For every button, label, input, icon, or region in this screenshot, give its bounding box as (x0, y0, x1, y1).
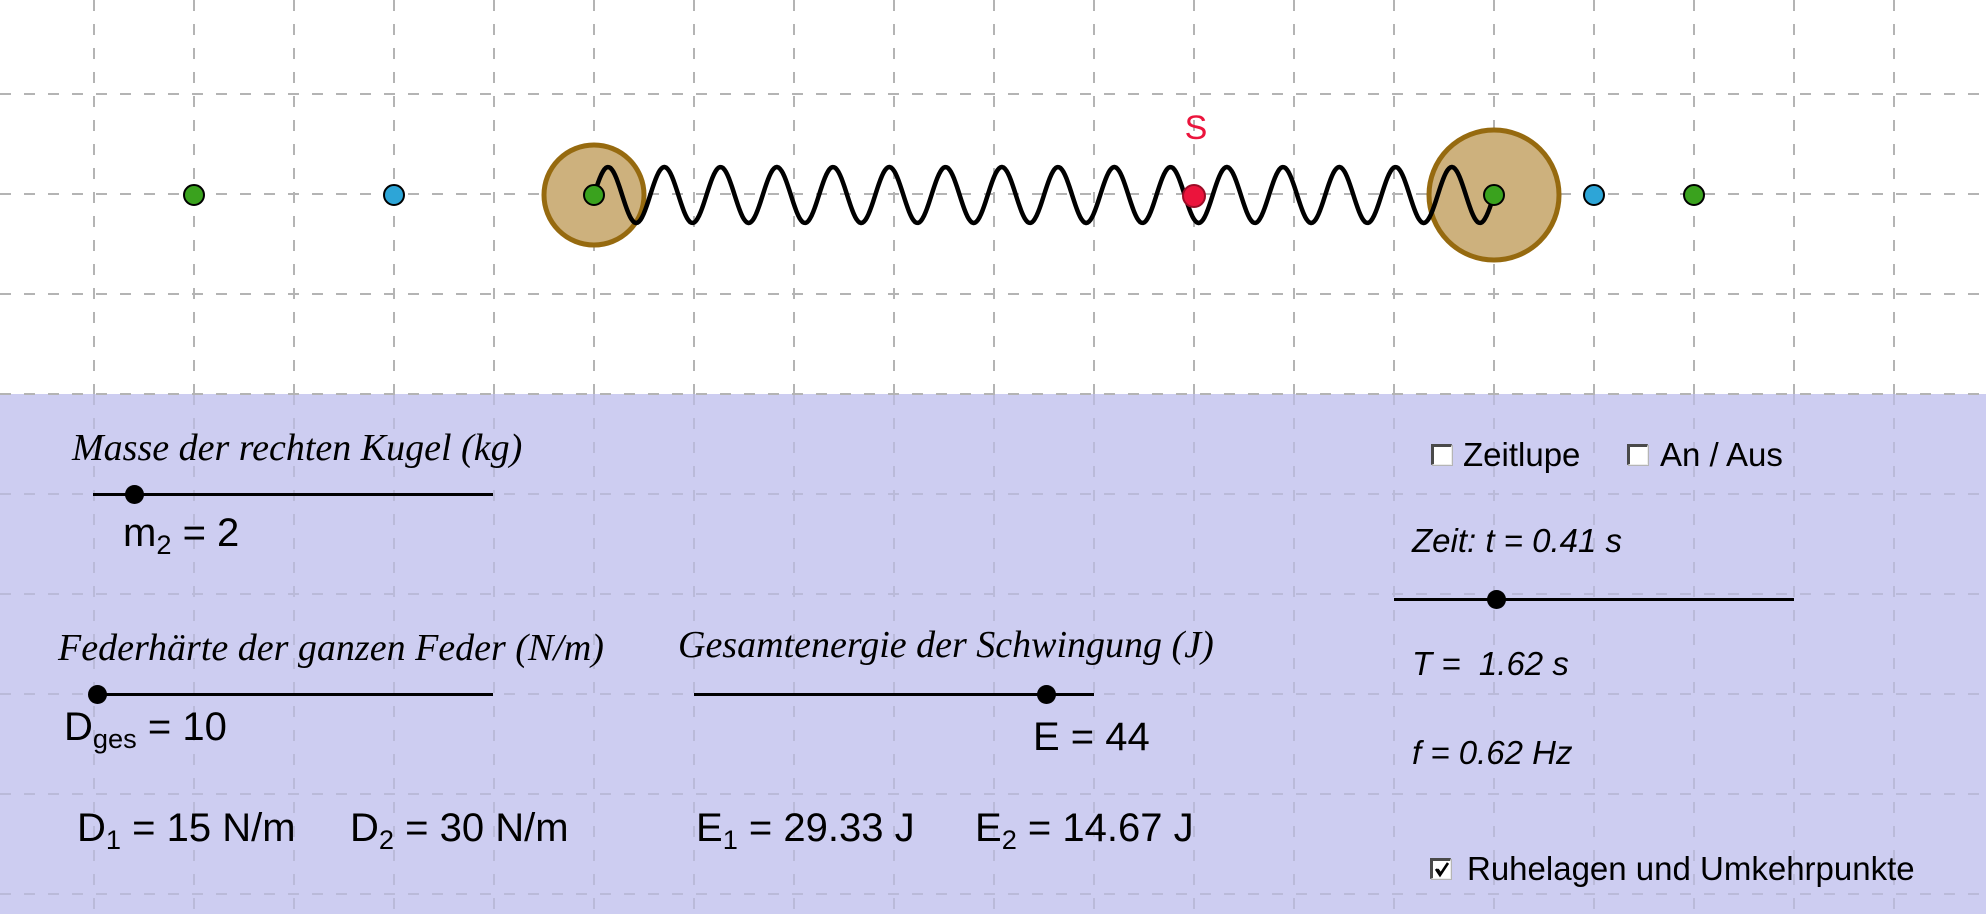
left-rest-marker (183, 184, 205, 206)
zeitlupe-checkbox[interactable] (1431, 444, 1452, 465)
right-rest-marker (1683, 184, 1705, 206)
mass-slider-caption: Masse der rechten Kugel (kg) (72, 427, 523, 469)
spring-constant-slider-caption: Federhärte der ganzen Feder (N/m) (58, 627, 604, 669)
spring-constant-value: Dges = 10 (64, 705, 227, 755)
mass-slider-track[interactable] (93, 485, 493, 504)
energy-e1: E1 = 29.33 J (696, 806, 915, 856)
right-ball-center (1483, 184, 1505, 206)
frequency-readout: f = 0.62 Hz (1412, 734, 1573, 771)
center-of-mass-label: S (1185, 109, 1208, 147)
energy-e2: E2 = 14.67 J (975, 806, 1194, 856)
left-ball-center (583, 184, 605, 206)
left-turn-marker (383, 184, 405, 206)
spring-constant-slider-handle[interactable] (88, 685, 107, 704)
time-readout: Zeit: t = 0.41 s (1412, 522, 1623, 559)
spring-constant-d1: D1 = 15 N/m (77, 806, 296, 856)
an-aus-checkbox[interactable] (1627, 444, 1648, 465)
mass-slider-handle[interactable] (125, 485, 144, 504)
time-slider-track[interactable] (1394, 590, 1794, 609)
energy-slider-handle[interactable] (1037, 685, 1056, 704)
an-aus-checkbox-label[interactable]: An / Aus (1660, 436, 1783, 473)
spring-constant-slider-track[interactable] (88, 685, 493, 704)
spring-coil (591, 164, 1497, 226)
period-readout: T = 1.62 s (1412, 645, 1569, 682)
mass-value: m2 = 2 (123, 511, 240, 561)
ruhelagen-checkbox[interactable] (1430, 858, 1451, 879)
energy-slider-caption: Gesamtenergie der Schwingung (J) (678, 624, 1214, 666)
ruhelagen-checkbox-label[interactable]: Ruhelagen und Umkehrpunkte (1467, 850, 1915, 887)
energy-slider-track[interactable] (694, 685, 1094, 704)
right-turn-marker (1583, 184, 1605, 206)
checkmark-icon (1434, 862, 1450, 878)
center-of-mass-point[interactable] (1182, 184, 1206, 208)
zeitlupe-checkbox-label[interactable]: Zeitlupe (1463, 436, 1581, 473)
spring-constant-d2: D2 = 30 N/m (350, 806, 569, 856)
energy-value: E = 44 (1033, 715, 1150, 759)
time-slider-handle[interactable] (1487, 590, 1506, 609)
